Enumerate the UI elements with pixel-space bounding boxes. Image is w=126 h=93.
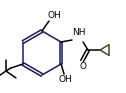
Text: NH: NH — [72, 28, 86, 37]
Text: OH: OH — [58, 75, 72, 84]
Text: OH: OH — [48, 11, 62, 20]
Text: O: O — [79, 62, 86, 71]
